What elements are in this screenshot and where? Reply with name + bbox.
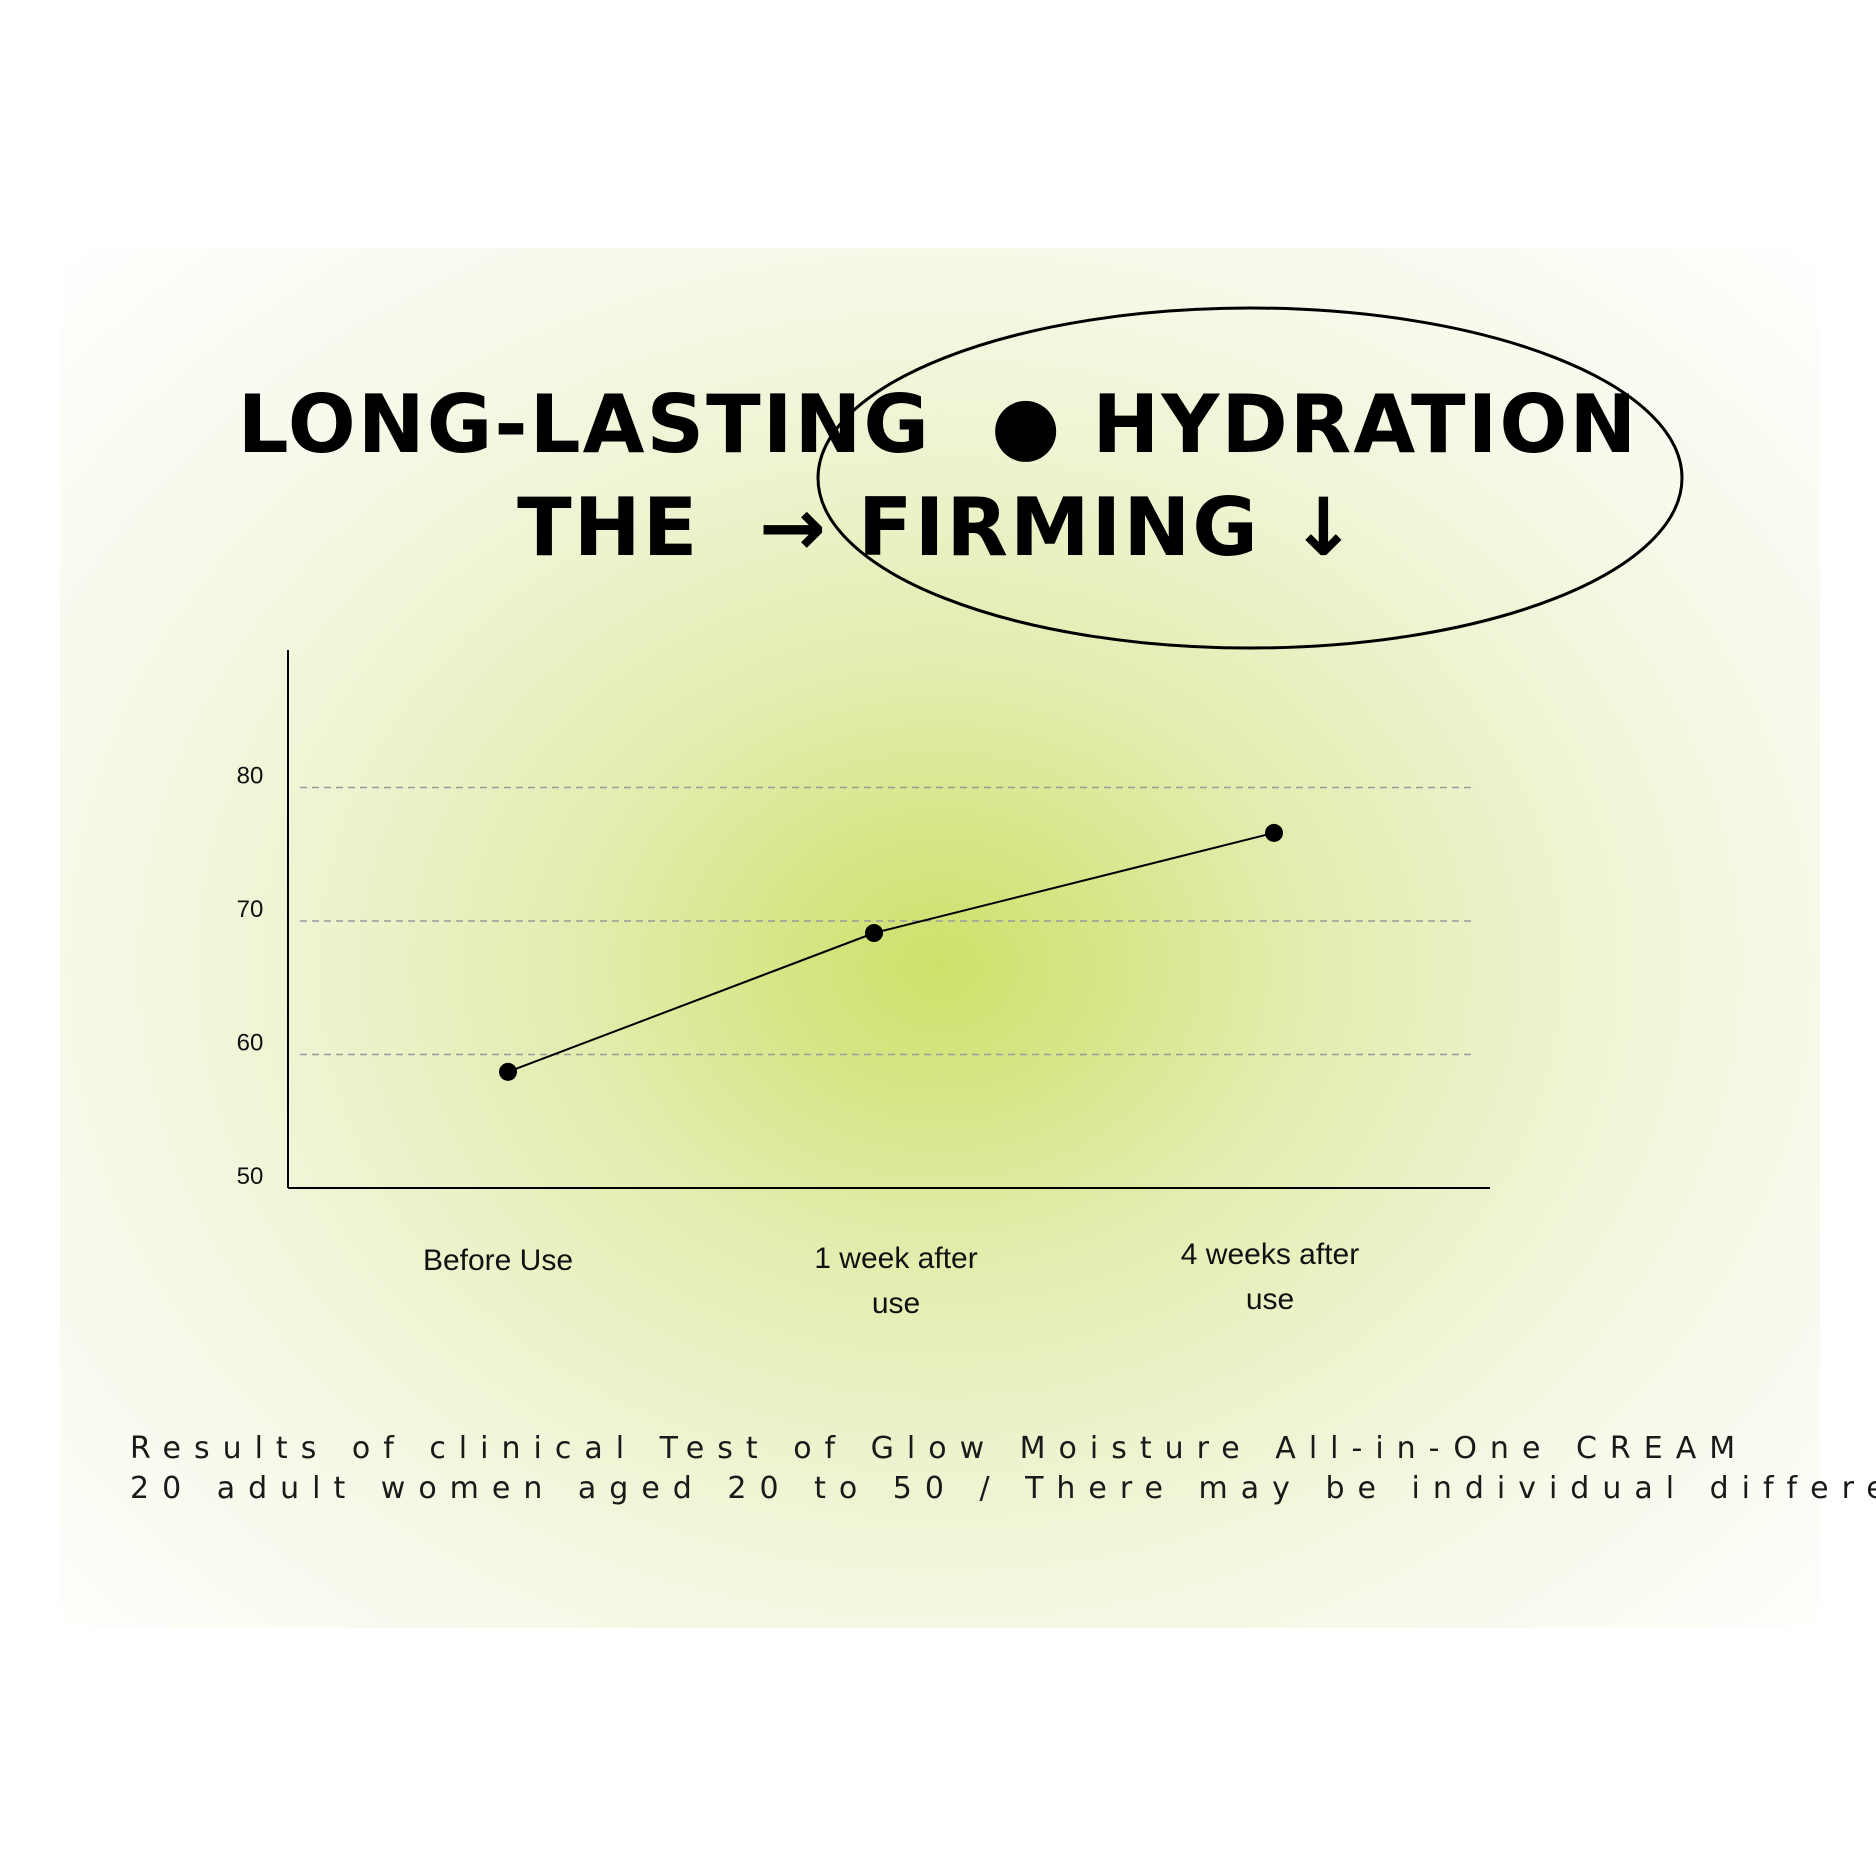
x-tick-label-2-line-2: use [872,1287,920,1320]
x-tick-label-3-line-1: 4 weeks after [1181,1238,1359,1271]
data-point-3 [1265,823,1283,842]
caption-line-1: Results of clinical Test of Glow Moistur… [130,1431,1749,1466]
headline-line-2: THE → FIRMING ↓ [517,481,1359,574]
y-tick-label-80: 80 [237,763,264,790]
x-tick-label-3-line-2: use [1246,1283,1294,1316]
data-point-1 [499,1062,517,1081]
y-tick-label-60: 60 [237,1030,264,1057]
green-glow-background [60,248,1820,1628]
x-tick-label-2-line-1: 1 week after [814,1242,977,1275]
y-tick-label-50: 50 [237,1163,264,1190]
caption-line-2: 20 adult women aged 20 to 50 / There may… [130,1471,1876,1506]
x-tick-label-1: Before Use [423,1244,573,1277]
highlight-ellipse [816,306,1684,650]
data-point-2 [865,924,883,943]
headline-line-1: LONG-LASTING ● HYDRATION [237,378,1639,471]
y-tick-label-70: 70 [237,896,264,923]
series-line [507,831,1275,1073]
